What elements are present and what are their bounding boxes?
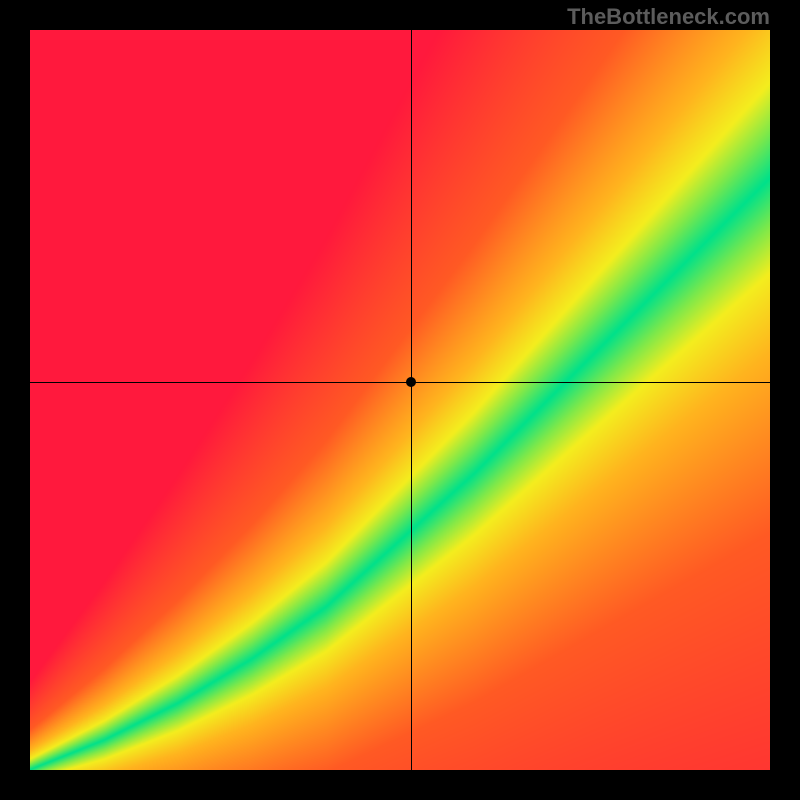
outer-frame: TheBottleneck.com [0,0,800,800]
crosshair-vertical [411,30,412,770]
plot-area [30,30,770,770]
bottleneck-heatmap [30,30,770,770]
crosshair-horizontal [30,382,770,383]
watermark-text: TheBottleneck.com [567,4,770,30]
crosshair-marker [406,377,416,387]
